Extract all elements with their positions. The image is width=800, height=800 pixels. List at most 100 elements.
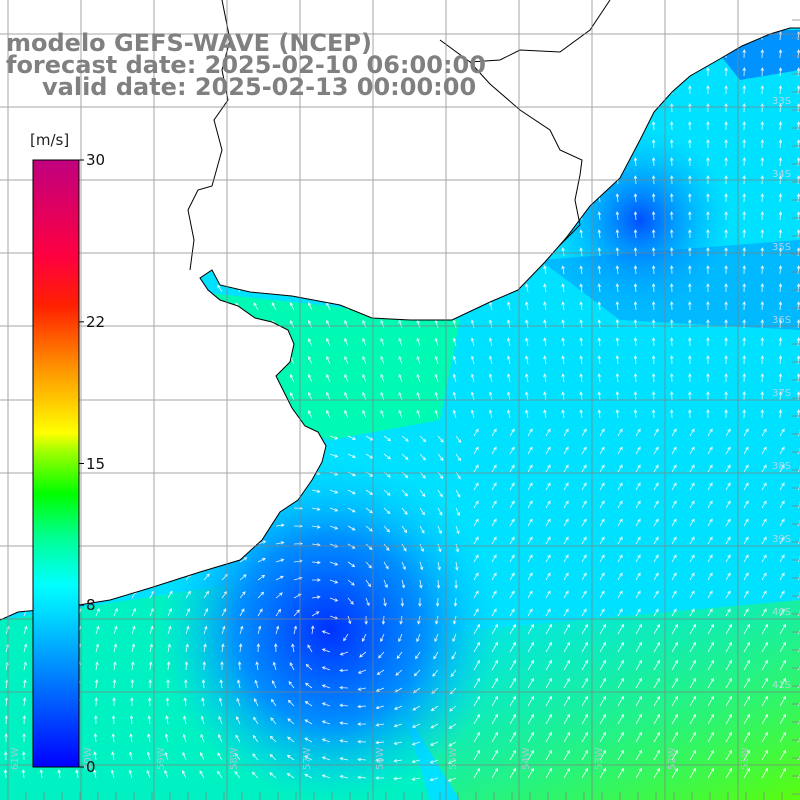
- wind-arrow: [453, 597, 458, 607]
- wind-arrow: [491, 428, 497, 437]
- wind-arrow: [433, 651, 439, 660]
- wind-arrow: [563, 518, 569, 527]
- wind-arrow: [617, 659, 625, 671]
- lon-label: 57W: [302, 747, 313, 770]
- wind-arrow: [707, 608, 713, 617]
- wind-arrow: [635, 659, 643, 671]
- wind-arrow: [5, 448, 13, 455]
- wind-arrow: [365, 579, 371, 588]
- wind-arrow: [339, 721, 349, 725]
- wind-arrow: [162, 158, 169, 167]
- wind-arrow: [221, 608, 227, 617]
- wind-arrow: [563, 767, 571, 779]
- wind-arrow: [110, 769, 115, 779]
- wind-arrow: [149, 537, 157, 545]
- wind-arrow: [706, 193, 710, 203]
- wind-arrow: [108, 213, 115, 221]
- wind-arrow: [95, 607, 100, 617]
- wind-arrow: [308, 230, 313, 239]
- wind-arrow: [724, 409, 728, 419]
- wind-arrow: [743, 767, 751, 779]
- wind-arrow: [543, 265, 547, 275]
- wind-arrow: [185, 503, 194, 509]
- wind-arrow: [217, 752, 223, 761]
- wind-arrow: [688, 301, 692, 311]
- wind-arrow: [108, 339, 115, 347]
- wind-arrow: [235, 158, 241, 167]
- wind-arrow: [671, 572, 677, 581]
- wind-arrow: [239, 522, 249, 527]
- wind-arrow: [653, 677, 661, 689]
- colorbar-unit: [m/s]: [30, 131, 70, 149]
- wind-arrow: [129, 751, 133, 761]
- wind-arrow: [707, 482, 713, 491]
- wind-arrow: [434, 139, 439, 149]
- wind-arrow: [615, 139, 620, 149]
- wind-arrow: [635, 446, 641, 455]
- wind-arrow: [343, 633, 349, 642]
- wind-arrow: [470, 337, 475, 347]
- wind-arrow: [797, 428, 800, 437]
- wind-arrow: [257, 591, 265, 599]
- wind-arrow: [561, 319, 565, 329]
- wind-arrow: [380, 193, 385, 203]
- wind-arrow: [617, 536, 623, 545]
- wind-arrow: [383, 435, 392, 442]
- wind-arrow: [113, 607, 118, 617]
- wind-arrow: [162, 122, 169, 131]
- wind-arrow: [651, 121, 656, 131]
- wind-arrow: [615, 337, 620, 347]
- wind-arrow: [561, 355, 565, 365]
- wind-arrow: [527, 641, 535, 653]
- wind-arrow: [321, 648, 331, 653]
- wind-arrow: [707, 572, 713, 581]
- wind-arrow: [707, 590, 713, 599]
- wind-arrow: [90, 411, 97, 419]
- wind-arrow: [488, 49, 493, 59]
- wind-arrow: [239, 557, 248, 563]
- wind-arrow: [144, 122, 151, 131]
- wind-arrow: [617, 749, 625, 761]
- wind-arrow: [635, 767, 643, 779]
- wind-arrow: [597, 283, 602, 293]
- wind-arrow: [0, 321, 7, 329]
- wind-arrow: [743, 572, 749, 581]
- wind-arrow: [393, 741, 403, 745]
- wind-arrow: [778, 139, 783, 149]
- wind-arrow: [235, 374, 241, 383]
- wind-arrow: [419, 435, 427, 443]
- wind-arrow: [543, 391, 547, 401]
- wind-arrow: [651, 211, 656, 221]
- wind-arrow: [470, 157, 475, 167]
- wind-arrow: [742, 103, 746, 113]
- wind-arrow: [416, 283, 421, 293]
- wind-arrow: [199, 374, 205, 383]
- wind-arrow: [473, 641, 481, 653]
- wind-arrow: [311, 595, 321, 599]
- wind-arrow: [742, 121, 746, 131]
- wind-arrow: [707, 518, 713, 527]
- wind-arrow: [17, 123, 25, 131]
- wind-arrow: [779, 695, 787, 707]
- wind-arrow: [181, 230, 187, 239]
- wind-arrow: [181, 302, 187, 311]
- wind-arrow: [635, 608, 641, 617]
- wind-arrow: [375, 723, 385, 727]
- wind-arrow: [455, 525, 460, 535]
- wind-arrow: [17, 141, 25, 149]
- wind-arrow: [415, 651, 421, 660]
- wind-arrow: [339, 775, 349, 779]
- wind-arrow: [434, 373, 439, 383]
- wind-arrow: [688, 247, 692, 257]
- wind-arrow: [23, 448, 31, 455]
- wind-arrow: [689, 500, 695, 509]
- wind-arrow: [725, 767, 733, 779]
- wind-arrow: [437, 507, 443, 516]
- wind-arrow: [561, 265, 565, 275]
- wind-arrow: [126, 302, 133, 311]
- wind-arrow: [310, 625, 315, 635]
- wind-arrow: [797, 608, 800, 617]
- wind-arrow: [779, 608, 785, 617]
- wind-arrow: [383, 453, 392, 460]
- wind-arrow: [633, 193, 638, 203]
